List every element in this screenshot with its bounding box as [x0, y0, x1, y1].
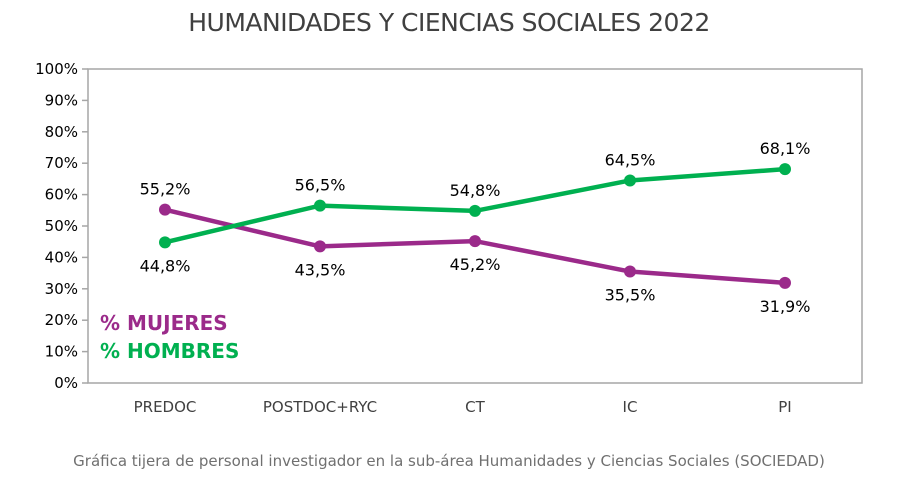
y-tick-label: 20%: [45, 311, 78, 329]
data-point: [159, 236, 171, 249]
x-tick-label: PREDOC: [134, 398, 197, 416]
legend-entry: % MUJERES: [100, 311, 228, 335]
data-point: [469, 204, 481, 217]
x-tick-label: POSTDOC+RYC: [263, 398, 377, 416]
data-point: [314, 240, 326, 253]
data-label: 43,5%: [295, 260, 346, 279]
data-point: [779, 163, 791, 176]
data-label: 35,5%: [605, 286, 656, 305]
legend-entry: % HOMBRES: [100, 339, 239, 363]
chart-title: HUMANIDADES Y CIENCIAS SOCIALES 2022: [188, 8, 710, 37]
y-tick-label: 80%: [45, 123, 78, 141]
y-tick-label: 60%: [45, 186, 78, 204]
data-point: [314, 199, 326, 212]
data-label: 56,5%: [295, 176, 346, 195]
data-label: 44,8%: [140, 256, 191, 275]
x-tick-label: PI: [778, 398, 791, 416]
y-tick-label: 100%: [35, 60, 78, 78]
data-point: [469, 235, 481, 248]
y-tick-label: 40%: [45, 248, 78, 266]
data-point: [624, 265, 636, 278]
data-point: [779, 276, 791, 289]
data-label: 68,1%: [760, 139, 811, 158]
y-tick-label: 30%: [45, 280, 78, 298]
y-tick-label: 0%: [54, 374, 78, 392]
y-tick-label: 10%: [45, 343, 78, 361]
data-label: 54,8%: [450, 181, 501, 200]
data-point: [624, 174, 636, 187]
data-label: 55,2%: [140, 180, 191, 199]
y-tick-label: 70%: [45, 154, 78, 172]
data-label: 31,9%: [760, 297, 811, 316]
data-label: 45,2%: [450, 255, 501, 274]
plot-area: [87, 68, 863, 384]
data-point: [159, 203, 171, 216]
data-label: 64,5%: [605, 150, 656, 169]
x-tick-label: CT: [465, 398, 485, 416]
chart-caption: Gráfica tijera de personal investigador …: [73, 452, 825, 470]
y-tick-label: 90%: [45, 91, 78, 109]
y-tick-label: 50%: [45, 217, 78, 235]
x-tick-label: IC: [623, 398, 638, 416]
